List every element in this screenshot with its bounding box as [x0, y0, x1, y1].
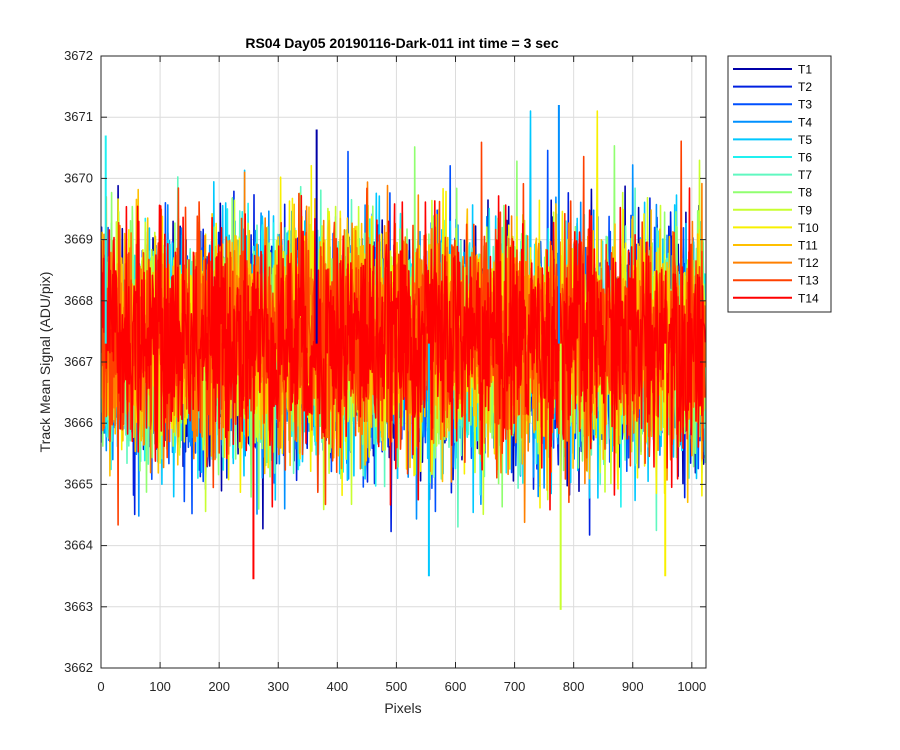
- y-tick-label: 3665: [64, 476, 93, 491]
- legend-label-t14: T14: [798, 291, 819, 305]
- y-tick-label: 3666: [64, 415, 93, 430]
- legend-label-t11: T11: [798, 239, 818, 253]
- y-axis-label: Track Mean Signal (ADU/pix): [37, 272, 53, 453]
- legend-box: [727, 55, 832, 313]
- y-tick-label: 3667: [64, 354, 93, 369]
- legend-label-t8: T8: [798, 186, 812, 200]
- legend-label-t13: T13: [798, 274, 819, 288]
- x-tick-label: 700: [504, 679, 526, 694]
- y-tick-label: 3662: [64, 660, 93, 675]
- axis-ticks: 0 100 200 300 400 500 600 700 800 900 1000 3662 3663…: [64, 48, 706, 694]
- y-tick-label: 3669: [64, 232, 93, 247]
- chart-title: RS04 Day05 20190116-Dark-011 int time = …: [245, 35, 558, 51]
- legend-label-t5: T5: [798, 133, 812, 147]
- y-tick-label: 3668: [64, 293, 93, 308]
- x-tick-label: 100: [149, 679, 171, 694]
- y-tick-label: 3670: [64, 170, 93, 185]
- legend-label-t12: T12: [798, 256, 819, 270]
- data-series-group: [101, 104, 706, 610]
- x-tick-label: 600: [445, 679, 467, 694]
- x-tick-label: 0: [97, 679, 104, 694]
- legend: T1 T2 T3 T4 T5 T6 T7 T8 T9 T10 T11 T12 T13 T14: [727, 55, 832, 313]
- y-tick-label: 3663: [64, 599, 93, 614]
- legend-label-t6: T6: [798, 151, 812, 165]
- legend-label-t4: T4: [798, 115, 812, 129]
- legend-label-t1: T1: [798, 63, 812, 77]
- x-tick-label: 200: [208, 679, 230, 694]
- x-tick-label: 900: [622, 679, 644, 694]
- x-tick-label: 500: [386, 679, 408, 694]
- legend-label-t10: T10: [798, 221, 819, 235]
- legend-label-t9: T9: [798, 203, 812, 217]
- x-tick-label: 800: [563, 679, 585, 694]
- y-tick-label: 3672: [64, 48, 93, 63]
- y-tick-label: 3664: [64, 538, 93, 553]
- legend-label-t3: T3: [798, 98, 812, 112]
- x-axis-label: Pixels: [384, 700, 421, 716]
- y-tick-label: 3671: [64, 109, 93, 124]
- x-tick-label: 400: [326, 679, 348, 694]
- x-tick-label: 300: [267, 679, 289, 694]
- legend-label-t7: T7: [798, 168, 812, 182]
- legend-label-t2: T2: [798, 80, 812, 94]
- x-tick-label: 1000: [677, 679, 706, 694]
- series-line-t14: [101, 187, 706, 511]
